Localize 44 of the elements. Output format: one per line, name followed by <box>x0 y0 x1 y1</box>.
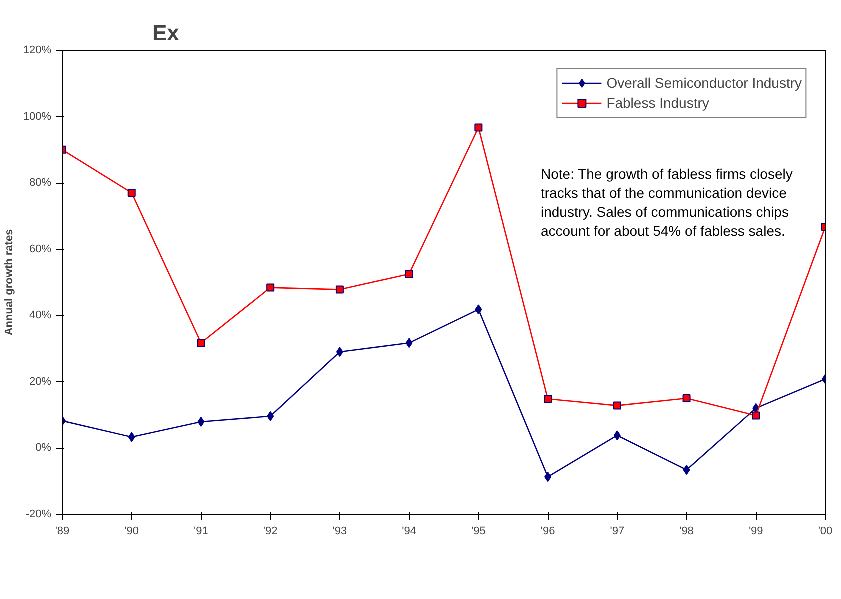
y-tick-label: -20% <box>26 508 52 520</box>
x-tick-label: '00 <box>818 526 833 538</box>
y-tick-label: 60% <box>29 243 52 256</box>
point <box>406 338 413 348</box>
x-tick-label: '89 <box>55 526 70 538</box>
x-tick-label: '96 <box>540 526 556 538</box>
chart-title: Ex <box>152 20 180 46</box>
x-tick-label: '99 <box>748 526 764 538</box>
x-tick-label: '93 <box>332 526 348 538</box>
legend-label: Overall Semiconductor Industry <box>606 75 802 91</box>
point <box>682 394 691 402</box>
point <box>544 472 552 482</box>
y-tick-label: 80% <box>29 177 52 190</box>
x-tick-label: '92 <box>263 526 278 538</box>
x-tick-label: '97 <box>610 526 625 538</box>
y-tick-label: 40% <box>29 310 52 322</box>
y-tick-label: 20% <box>29 376 52 388</box>
point <box>614 430 621 441</box>
point <box>475 304 482 315</box>
point <box>752 412 760 420</box>
point <box>336 286 344 294</box>
annotation: Note: The growth of fabless firms closely tracks that of the communication device industry. Sales of communications chips account for about 54% of fabless sales. <box>541 165 811 241</box>
point <box>128 432 136 442</box>
x-tick-label: '98 <box>680 526 694 538</box>
point <box>198 417 205 428</box>
point <box>336 347 344 358</box>
point <box>405 270 414 278</box>
x-tick-label: '95 <box>472 526 486 538</box>
point <box>544 395 552 404</box>
x-tick-label: '94 <box>402 526 416 538</box>
x-tick-label: '90 <box>124 526 140 538</box>
x-tick-label: '91 <box>194 526 208 538</box>
legend-label: Fabless Industry <box>606 95 710 111</box>
y-axis-title: Annual growth rates <box>3 229 16 336</box>
point <box>197 339 206 348</box>
point <box>474 124 483 132</box>
y-tick-label: 0% <box>36 442 52 454</box>
point <box>266 284 275 292</box>
point <box>613 402 622 410</box>
point <box>128 189 136 198</box>
point <box>683 465 690 476</box>
point <box>267 411 274 422</box>
y-tick-label: 100% <box>23 110 52 123</box>
y-tick-label: 120% <box>23 44 52 56</box>
